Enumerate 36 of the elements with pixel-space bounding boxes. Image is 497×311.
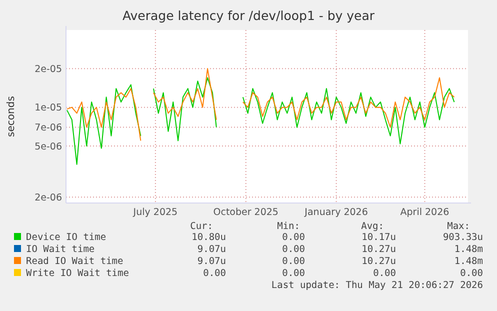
text: 0.00 <box>282 244 306 255</box>
legend-label: IO Wait time <box>26 244 95 255</box>
x-tick-label: October 2025 <box>213 207 278 218</box>
text: 0.00 <box>282 232 306 243</box>
text: 1.48m <box>454 256 484 267</box>
text: Max: <box>447 221 470 232</box>
chart-title: Average latency for /dev/loop1 - by year <box>122 8 376 23</box>
text: 0.00 <box>373 268 396 279</box>
y-axis-title: seconds <box>6 96 17 137</box>
text: 1.48m <box>454 244 484 255</box>
text: Last update: Thu May 21 20:06:27 2026 <box>271 280 484 291</box>
y-tick-label: 5e-06 <box>34 141 62 152</box>
y-tick-label: 1e-05 <box>34 102 62 114</box>
x-tick-label: January 2026 <box>304 207 368 218</box>
legend-label: Read IO Wait time <box>26 256 124 267</box>
text: 10.17u <box>362 232 396 243</box>
text: 0.00 <box>203 268 226 279</box>
text: 903.33u <box>442 232 483 243</box>
legend-label: Write IO Wait time <box>26 268 130 279</box>
text: Min: <box>277 221 300 232</box>
y-tick-label: 2e-05 <box>34 64 62 75</box>
text: Cur: <box>190 221 213 232</box>
y-tick-label: 7e-06 <box>34 122 62 134</box>
x-tick-label: July 2025 <box>132 207 178 218</box>
x-tick-label: April 2026 <box>400 207 450 218</box>
text: Avg: <box>361 221 384 232</box>
text: 9.07u <box>197 256 226 267</box>
text: 9.07u <box>197 244 226 255</box>
text: 10.27u <box>362 244 396 255</box>
text: 0.00 <box>282 268 306 279</box>
text: 10.80u <box>192 232 226 243</box>
text: 0.00 <box>460 268 484 279</box>
text: 10.27u <box>362 256 396 267</box>
legend-label: Device IO time <box>26 232 106 243</box>
y-tick-label: 2e-06 <box>34 192 62 204</box>
text: 0.00 <box>282 256 306 267</box>
